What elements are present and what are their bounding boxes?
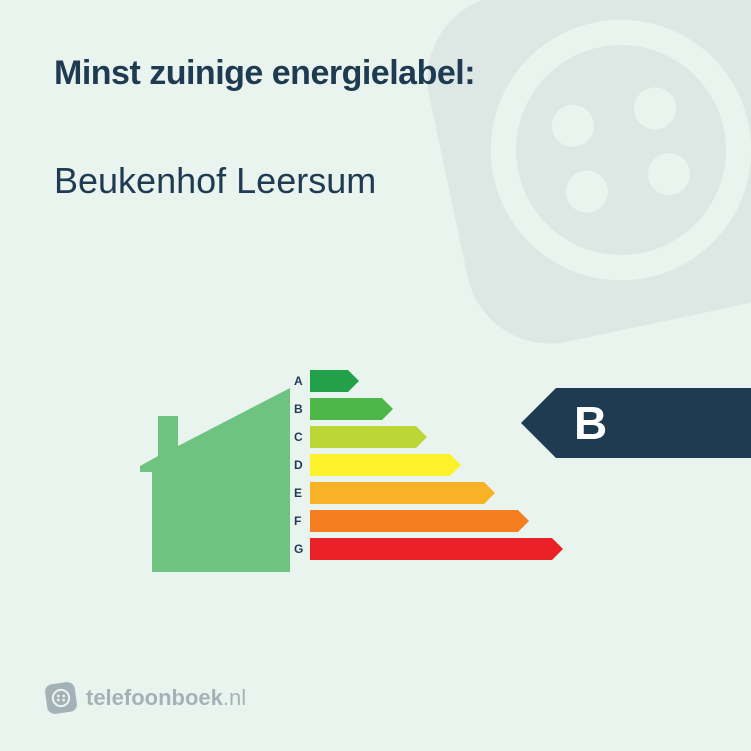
- selected-energy-badge: B: [521, 388, 751, 458]
- energy-bar: [310, 538, 552, 560]
- footer-tld: .nl: [223, 685, 246, 710]
- location-name: Beukenhof Leersum: [54, 160, 376, 202]
- badge-body: B: [556, 388, 751, 458]
- energy-bar: [310, 398, 382, 420]
- bar-letter: C: [290, 430, 308, 444]
- energy-bar: [310, 482, 484, 504]
- footer-brand: telefoonboek.nl: [44, 681, 246, 715]
- footer-brand-name: telefoonboek: [86, 685, 223, 710]
- bar-letter: B: [290, 402, 308, 416]
- energy-bar-row: G: [290, 538, 620, 560]
- energy-bar-row: F: [290, 510, 620, 532]
- energy-bar: [310, 454, 450, 476]
- bar-letter: G: [290, 542, 308, 556]
- badge-arrow: [521, 388, 556, 458]
- energy-bar-row: E: [290, 482, 620, 504]
- energy-bar: [310, 370, 348, 392]
- bar-letter: D: [290, 458, 308, 472]
- bar-letter: F: [290, 514, 308, 528]
- bar-letter: A: [290, 374, 308, 388]
- footer-text: telefoonboek.nl: [86, 685, 246, 711]
- telefoonboek-icon: [44, 681, 78, 715]
- energy-bar: [310, 426, 416, 448]
- house-icon-shape: [140, 376, 290, 576]
- selected-label-letter: B: [574, 396, 607, 450]
- energy-bar: [310, 510, 518, 532]
- bar-letter: E: [290, 486, 308, 500]
- page-title: Minst zuinige energielabel:: [54, 54, 475, 93]
